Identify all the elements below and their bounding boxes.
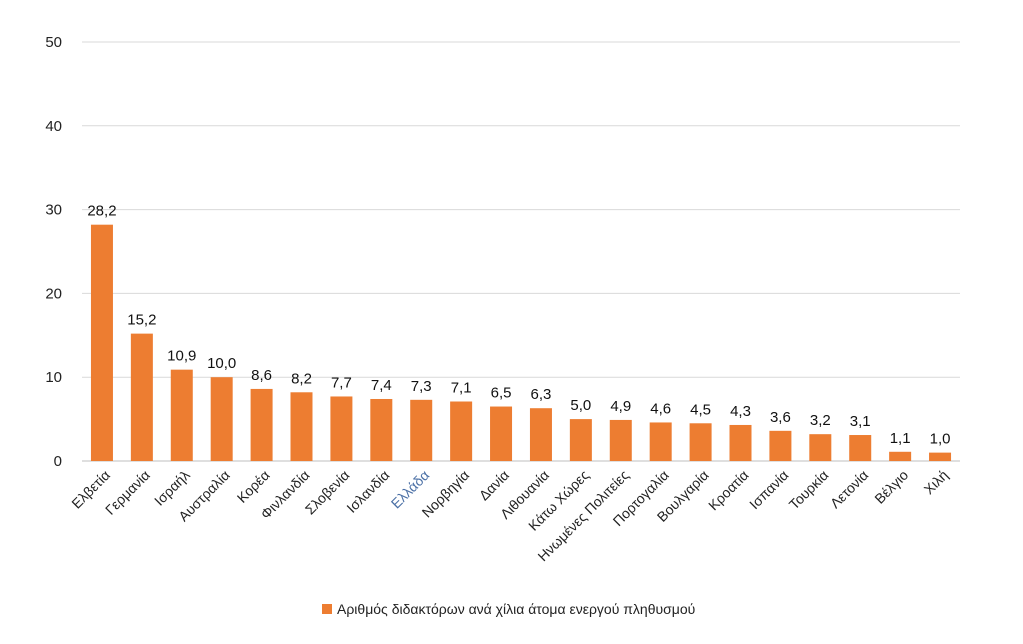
bar [889, 451, 912, 461]
data-label: 4,6 [650, 400, 671, 417]
bar [210, 377, 233, 461]
bar [130, 333, 153, 461]
y-tick-label: 10 [45, 369, 62, 386]
legend-swatch [322, 604, 332, 614]
bar [689, 423, 712, 461]
data-label: 7,7 [331, 374, 352, 391]
bar [609, 419, 632, 461]
data-label: 10,0 [207, 355, 236, 372]
data-label: 28,2 [87, 203, 116, 220]
legend-label: Αριθμός διδακτόρων ανά χίλια άτομα ενεργ… [337, 601, 695, 617]
data-label: 8,2 [291, 370, 312, 387]
bar [729, 424, 752, 461]
bar [769, 430, 792, 461]
bar [330, 396, 353, 461]
bar [809, 434, 832, 461]
category-label: Χιλή [921, 467, 952, 498]
data-label: 3,6 [770, 409, 791, 426]
data-label: 5,0 [570, 397, 591, 414]
category-label: Γερμανία [102, 467, 153, 518]
y-tick-label: 40 [45, 118, 62, 135]
category-label: Ισπανία [746, 467, 791, 512]
bar [90, 224, 113, 461]
bar [929, 452, 952, 461]
data-label: 8,6 [251, 367, 272, 384]
category-label: Ισλανδία [343, 467, 392, 516]
data-label: 3,2 [810, 412, 831, 429]
category-label: Δανία [476, 467, 513, 504]
bar [250, 388, 273, 461]
data-label: 1,0 [930, 431, 951, 448]
data-label: 10,9 [167, 348, 196, 365]
bar [529, 408, 552, 461]
category-label: Κροατία [705, 467, 752, 514]
bar [450, 401, 473, 461]
category-label: Βέλγιο [871, 467, 911, 507]
legend: Αριθμός διδακτόρων ανά χίλια άτομα ενεργ… [322, 601, 695, 617]
data-label: 4,5 [690, 401, 711, 418]
data-label: 4,9 [610, 398, 631, 415]
bar [290, 392, 313, 461]
y-tick-label: 20 [45, 285, 62, 302]
data-label: 7,4 [371, 377, 392, 394]
bars [90, 224, 952, 461]
bar [649, 422, 672, 461]
bar [849, 435, 872, 461]
category-label: Λετονία [827, 467, 871, 511]
bar [170, 369, 193, 461]
data-labels: 28,2 15,2 10,9 10,0 8,6 8,2 7,7 7,4 7,3 7,1 6,5 6,3… [87, 203, 950, 448]
bar [569, 419, 592, 461]
y-tick-label: 0 [54, 453, 62, 470]
data-label: 4,3 [730, 403, 751, 420]
data-label: 6,5 [491, 385, 512, 402]
data-label: 15,2 [127, 312, 156, 329]
data-label: 7,1 [451, 380, 472, 397]
category-label: Σλοβενία [302, 467, 353, 518]
y-tick-label: 30 [45, 202, 62, 219]
y-axis-ticks: 0 10 20 30 40 50 [45, 34, 62, 470]
bar [490, 406, 513, 461]
bar [370, 398, 393, 461]
data-label: 3,1 [850, 413, 871, 430]
bar [410, 399, 433, 461]
data-label: 7,3 [411, 378, 432, 395]
y-tick-label: 50 [45, 34, 62, 51]
data-label: 6,3 [531, 386, 552, 403]
category-label: Τουρκία [786, 467, 832, 513]
data-label: 1,1 [890, 430, 911, 447]
